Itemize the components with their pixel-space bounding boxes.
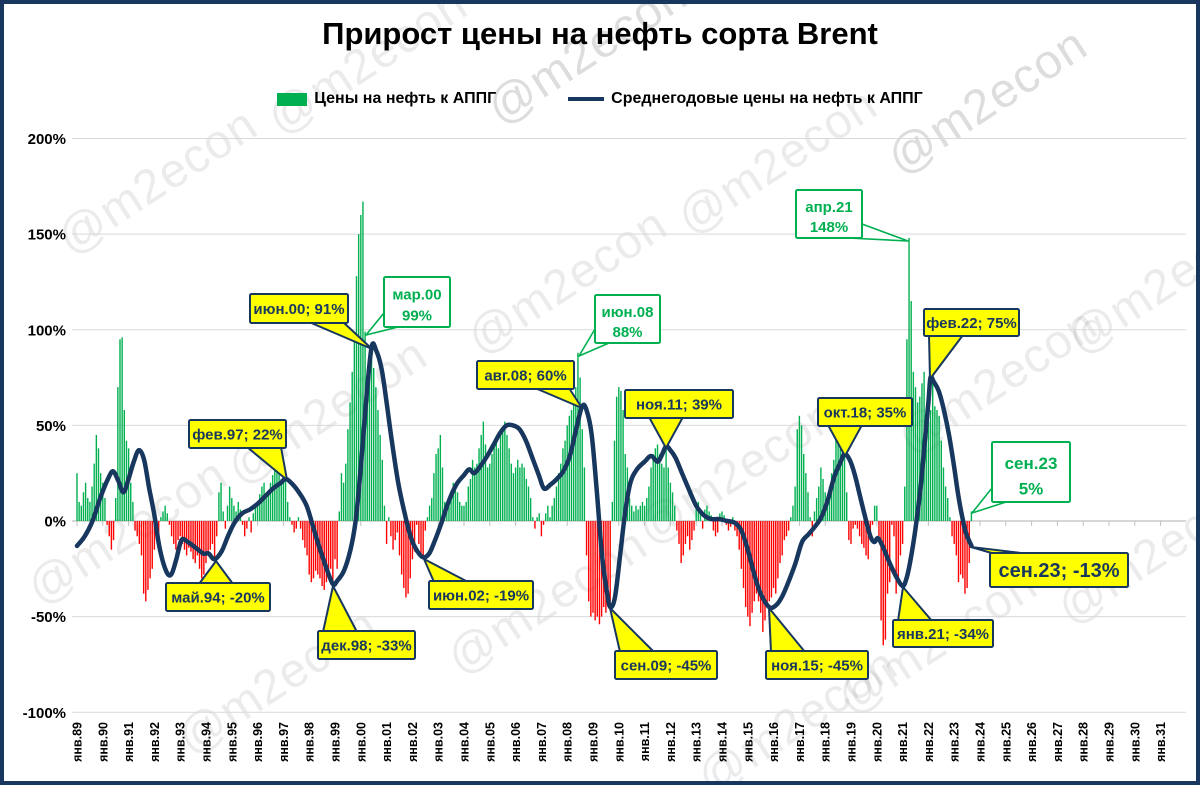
svg-text:ноя.15; -45%: ноя.15; -45% bbox=[771, 657, 863, 674]
svg-text:янв.99: янв.99 bbox=[329, 722, 343, 762]
svg-text:янв.26: янв.26 bbox=[1025, 722, 1039, 762]
svg-text:янв.21: янв.21 bbox=[896, 722, 910, 762]
svg-text:янв.02: янв.02 bbox=[406, 722, 420, 762]
legend-item-bars: Цены на нефть к АППГ bbox=[277, 90, 496, 108]
svg-text:99%: 99% bbox=[402, 308, 432, 325]
svg-text:0%: 0% bbox=[44, 514, 66, 531]
page-title: Прирост цены на нефть сорта Brent bbox=[322, 16, 878, 51]
svg-text:янв.15: янв.15 bbox=[741, 722, 755, 762]
svg-text:мар.00: мар.00 bbox=[392, 287, 441, 304]
svg-text:янв.25: янв.25 bbox=[999, 722, 1013, 762]
svg-text:янв.18: янв.18 bbox=[819, 722, 833, 762]
svg-text:-100%: -100% bbox=[23, 705, 66, 722]
svg-text:янв.09: янв.09 bbox=[587, 722, 601, 762]
chart-legend: Цены на нефть к АППГ Среднегодовые цены … bbox=[4, 90, 1196, 108]
legend-line-swatch-icon bbox=[568, 97, 605, 101]
svg-text:янв.23: янв.23 bbox=[948, 722, 962, 762]
svg-text:янв.30: янв.30 bbox=[1128, 722, 1142, 762]
svg-text:янв.06: янв.06 bbox=[509, 722, 523, 762]
svg-text:июн.02; -19%: июн.02; -19% bbox=[433, 587, 529, 604]
svg-text:янв.01: янв.01 bbox=[380, 722, 394, 762]
svg-text:янв.20: янв.20 bbox=[870, 722, 884, 762]
svg-text:янв.96: янв.96 bbox=[251, 722, 265, 762]
svg-text:янв.17: янв.17 bbox=[793, 722, 807, 762]
svg-text:янв.27: янв.27 bbox=[1051, 722, 1065, 762]
svg-text:янв.13: янв.13 bbox=[690, 722, 704, 762]
bar-callouts: мар.00 99% июн.08 88% апр.21 148% сен.23 5% bbox=[365, 189, 1071, 514]
svg-text:янв.05: янв.05 bbox=[483, 722, 497, 762]
svg-text:янв.28: янв.28 bbox=[1077, 722, 1091, 762]
svg-text:янв.94: янв.94 bbox=[200, 722, 214, 762]
svg-text:янв.29: янв.29 bbox=[1103, 722, 1117, 762]
svg-text:май.94; -20%: май.94; -20% bbox=[171, 589, 265, 606]
svg-text:янв.11: янв.11 bbox=[638, 722, 652, 761]
x-axis-ticks bbox=[76, 521, 1162, 526]
svg-text:148%: 148% bbox=[810, 219, 848, 236]
svg-text:янв.91: янв.91 bbox=[122, 722, 136, 762]
svg-text:янв.10: янв.10 bbox=[612, 722, 626, 762]
svg-text:янв.00: янв.00 bbox=[354, 722, 368, 762]
svg-text:авг.08; 60%: авг.08; 60% bbox=[484, 367, 566, 384]
svg-text:янв.12: янв.12 bbox=[664, 722, 678, 762]
svg-text:окт.18; 35%: окт.18; 35% bbox=[824, 404, 907, 421]
brent-chart-svg: 200%150%100%50%0%-50%-100%янв.89 янв.90 ян… bbox=[23, 131, 1186, 762]
svg-text:янв.21; -34%: янв.21; -34% bbox=[897, 626, 989, 643]
svg-text:сен.23; -13%: сен.23; -13% bbox=[998, 560, 1119, 582]
svg-text:50%: 50% bbox=[36, 418, 66, 435]
legend-bar-swatch-icon bbox=[277, 92, 308, 106]
svg-text:янв.24: янв.24 bbox=[974, 722, 988, 762]
svg-text:5%: 5% bbox=[1019, 479, 1044, 498]
svg-text:янв.22: янв.22 bbox=[922, 722, 936, 762]
svg-text:янв.07: янв.07 bbox=[535, 722, 549, 762]
svg-text:янв.31: янв.31 bbox=[1154, 722, 1168, 762]
svg-text:150%: 150% bbox=[28, 227, 66, 244]
svg-text:фев.22; 75%: фев.22; 75% bbox=[926, 315, 1017, 332]
svg-text:янв.95: янв.95 bbox=[225, 722, 239, 762]
svg-text:-50%: -50% bbox=[31, 609, 66, 626]
svg-text:янв.92: янв.92 bbox=[148, 722, 162, 762]
svg-text:дек.98; -33%: дек.98; -33% bbox=[321, 637, 411, 654]
svg-text:ноя.11; 39%: ноя.11; 39% bbox=[636, 396, 722, 413]
svg-text:88%: 88% bbox=[612, 324, 642, 341]
avg-line bbox=[74, 341, 974, 611]
legend-item-line: Среднегодовые цены на нефть к АППГ bbox=[568, 90, 923, 108]
svg-text:янв.08: янв.08 bbox=[561, 722, 575, 762]
svg-text:янв.03: янв.03 bbox=[432, 722, 446, 762]
svg-text:сен.09; -45%: сен.09; -45% bbox=[621, 657, 712, 674]
svg-text:200%: 200% bbox=[28, 131, 66, 148]
svg-text:янв.04: янв.04 bbox=[458, 722, 472, 762]
svg-text:янв.93: янв.93 bbox=[174, 722, 188, 762]
svg-text:апр.21: апр.21 bbox=[805, 199, 852, 216]
svg-text:янв.98: янв.98 bbox=[303, 722, 317, 762]
y-axis-labels: 200% 150% 100% 50% 0% -50% -100% bbox=[23, 131, 66, 722]
svg-text:100%: 100% bbox=[28, 322, 66, 339]
svg-text:янв.19: янв.19 bbox=[845, 722, 859, 762]
legend-label-line: Среднегодовые цены на нефть к АППГ bbox=[611, 90, 923, 107]
svg-text:фев.97; 22%: фев.97; 22% bbox=[192, 426, 283, 443]
svg-text:янв.16: янв.16 bbox=[767, 722, 781, 762]
svg-text:июн.00; 91%: июн.00; 91% bbox=[253, 301, 344, 318]
svg-text:янв.97: янв.97 bbox=[277, 722, 291, 762]
legend-label-bars: Цены на нефть к АППГ bbox=[314, 90, 497, 107]
x-axis-labels: янв.89 янв.90 янв.91 янв.92 янв.93 янв.94 янв.… bbox=[71, 722, 1169, 762]
line-callouts: фев.97; 22% май.94; -20% дек.98; -33% июн.0… bbox=[165, 293, 1129, 680]
svg-text:июн.08: июн.08 bbox=[602, 304, 654, 321]
svg-text:сен.23: сен.23 bbox=[1005, 454, 1058, 473]
svg-text:янв.89: янв.89 bbox=[71, 722, 85, 762]
svg-text:янв.90: янв.90 bbox=[96, 722, 110, 762]
svg-text:янв.14: янв.14 bbox=[716, 722, 730, 762]
